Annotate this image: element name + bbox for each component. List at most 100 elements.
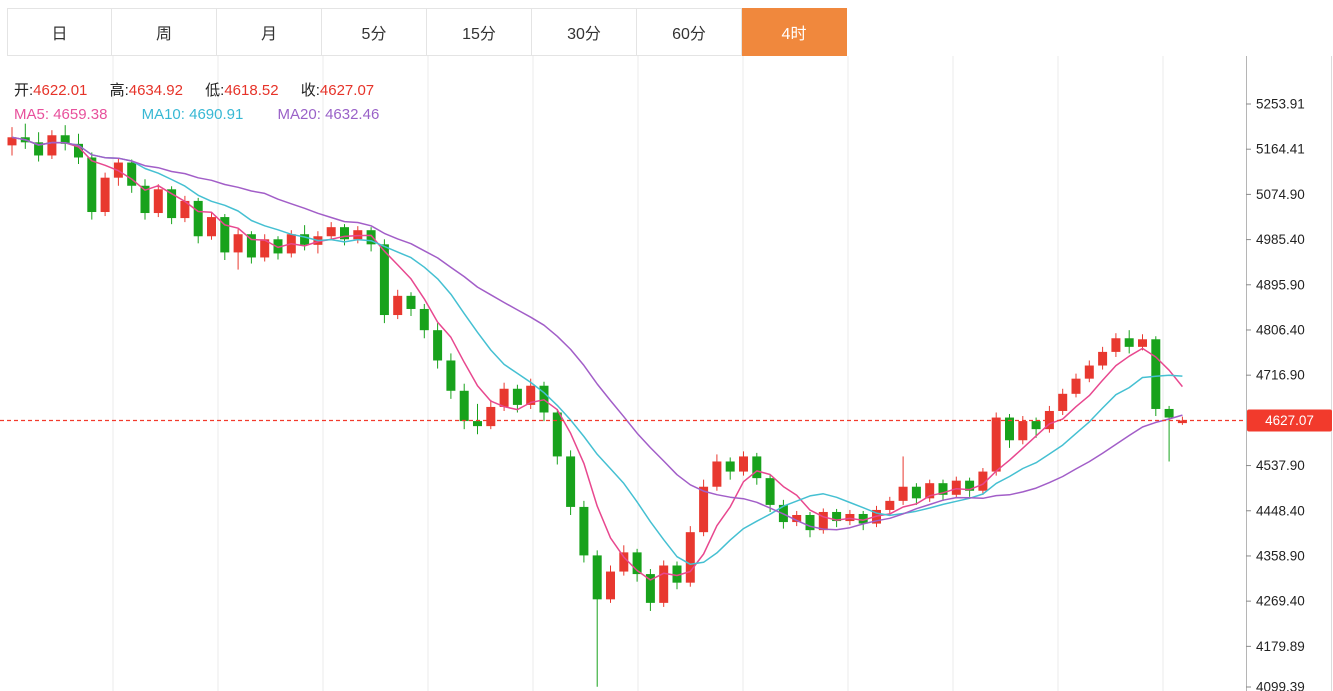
candle-body — [1164, 408, 1174, 418]
grid-lines — [112, 56, 1164, 691]
candle-body — [672, 565, 682, 583]
ma10-label: MA10: 4690.91 — [141, 106, 244, 123]
ma-line-10 — [11, 136, 1183, 566]
candle-body — [792, 515, 802, 523]
close-pair: 收:4627.07 — [300, 82, 375, 99]
y-tick-label: 4179.89 — [1256, 639, 1305, 654]
ma5-label: MA5: 4659.38 — [14, 106, 108, 123]
candle-body — [632, 552, 642, 575]
candle-body — [898, 486, 908, 501]
candle-body — [87, 157, 97, 213]
y-axis — [1246, 56, 1332, 691]
candle-body — [659, 565, 669, 603]
candle-body — [260, 239, 270, 258]
candle-body — [818, 511, 828, 531]
candle-body — [1177, 420, 1187, 424]
candle-body — [326, 227, 336, 237]
candles — [7, 123, 1187, 687]
ma-line-5 — [11, 136, 1183, 581]
candle-body — [938, 483, 948, 495]
candle-body — [60, 135, 70, 144]
ma-info: MA5: 4659.38 MA10: 4690.91 MA20: 4632.46 — [14, 106, 409, 123]
candle-body — [832, 511, 842, 522]
candle-body — [978, 471, 988, 491]
ohlc-info: 开:4622.01 高:4634.92 低:4618.52 收:4627.07 — [14, 79, 392, 100]
high-pair: 高:4634.92 — [109, 82, 183, 99]
candle-body — [1071, 378, 1081, 394]
candle-body — [566, 456, 576, 507]
ma-lines — [11, 136, 1183, 581]
candle-body — [1018, 421, 1028, 441]
candle-body — [1044, 410, 1054, 430]
candle-body — [167, 189, 177, 219]
y-tick-label: 4985.40 — [1256, 232, 1305, 247]
tab-4hour[interactable]: 4时 — [742, 8, 847, 56]
candle-body — [366, 230, 376, 245]
candle-body — [340, 227, 349, 240]
candle-body — [379, 244, 389, 316]
y-tick-label: 5074.90 — [1256, 187, 1305, 202]
candle-body — [419, 308, 429, 331]
y-tick-label: 5164.41 — [1256, 142, 1305, 157]
ma-line-20 — [11, 136, 1183, 531]
candle-body — [845, 513, 855, 522]
candle-body — [619, 552, 629, 572]
tab-month[interactable]: 月 — [217, 8, 322, 56]
tab-5min[interactable]: 5分 — [322, 8, 427, 56]
tab-15min[interactable]: 15分 — [427, 8, 532, 56]
tab-60min[interactable]: 60分 — [637, 8, 742, 56]
candle-body — [486, 406, 496, 427]
y-tick-label: 4716.90 — [1256, 368, 1305, 383]
tab-day[interactable]: 日 — [7, 8, 112, 56]
candle-body — [1151, 339, 1161, 409]
candle-body — [965, 480, 975, 491]
candle-body — [699, 486, 709, 533]
current-price-line: 4627.07 — [0, 409, 1332, 432]
candle-body — [74, 143, 83, 158]
candle-body — [353, 230, 363, 240]
y-tick-label: 4099.39 — [1256, 680, 1305, 691]
candle-body — [473, 421, 482, 427]
candle-body — [1031, 421, 1041, 430]
candle-body — [685, 532, 695, 583]
candle-body — [446, 360, 456, 391]
tab-week[interactable]: 周 — [112, 8, 217, 56]
candle-body — [858, 513, 868, 524]
candle-body — [725, 461, 735, 472]
candle-body — [805, 515, 815, 531]
candle-body — [193, 200, 203, 237]
candle-body — [1084, 365, 1094, 379]
y-tick-label: 4448.40 — [1256, 503, 1305, 518]
y-tick-label: 4358.90 — [1256, 548, 1305, 563]
candle-body — [246, 234, 256, 258]
candle-body — [592, 555, 602, 600]
y-axis-labels: 5253.91 5164.41 5074.90 4985.40 4895.90 4806.… — [1246, 97, 1305, 691]
candle-body — [645, 574, 655, 603]
candle-body — [406, 295, 416, 309]
tab-30min[interactable]: 30分 — [532, 8, 637, 56]
candle-body — [765, 478, 775, 505]
ma20-label: MA20: 4632.46 — [277, 106, 380, 123]
candle-body — [47, 135, 57, 156]
candle-body — [925, 483, 935, 499]
candle-body — [951, 480, 961, 495]
y-tick-label: 5253.91 — [1256, 97, 1305, 112]
candle-body — [233, 234, 243, 253]
candle-body — [180, 200, 190, 219]
candle-body — [712, 461, 722, 487]
candle-body — [512, 388, 522, 405]
candle-body — [300, 234, 310, 245]
candle-body — [207, 217, 216, 237]
candle-body — [579, 506, 589, 556]
open-pair: 开:4622.01 — [14, 82, 88, 99]
low-pair: 低:4618.52 — [205, 82, 279, 99]
candle-body — [34, 142, 44, 156]
candle-body — [739, 456, 748, 472]
candle-body — [1005, 417, 1014, 441]
candle-body — [911, 486, 921, 499]
candle-body — [1138, 339, 1147, 347]
y-tick-label: 4537.90 — [1256, 458, 1305, 473]
candle-body — [100, 177, 110, 213]
y-tick-label: 4806.40 — [1256, 322, 1305, 337]
